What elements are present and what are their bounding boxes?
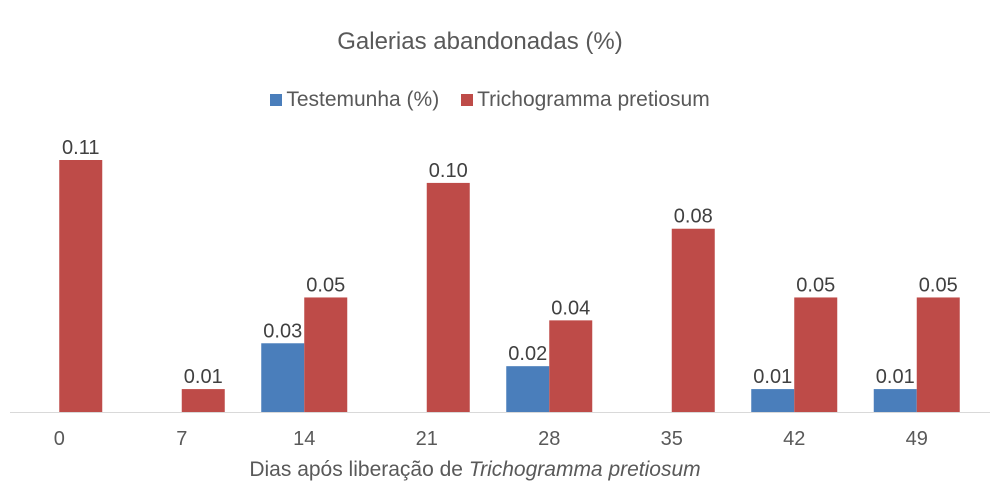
bar-testemunha-14	[261, 343, 305, 412]
data-label-trichogramma-28: 0.04	[551, 297, 590, 319]
x-tick-label-49: 49	[906, 428, 928, 450]
data-label-trichogramma-14: 0.05	[306, 274, 345, 296]
legend-item-testemunha: Testemunha (%)	[270, 88, 439, 112]
x-tick-label-42: 42	[783, 428, 805, 450]
data-label-trichogramma-49: 0.05	[919, 274, 958, 296]
x-axis-title-prefix: Dias após liberação de	[249, 458, 469, 481]
data-label-trichogramma-42: 0.05	[796, 274, 835, 296]
bar-trichogramma-21	[426, 182, 470, 412]
x-tick-label-28: 28	[538, 428, 560, 450]
x-tick-label-21: 21	[416, 428, 438, 450]
legend-swatch-testemunha	[270, 94, 283, 106]
data-label-trichogramma-7: 0.01	[184, 366, 223, 388]
data-label-testemunha-28: 0.02	[508, 343, 547, 365]
bar-trichogramma-0	[59, 160, 103, 412]
legend-label-testemunha: Testemunha (%)	[286, 88, 440, 111]
legend-label-trichogramma: Trichogramma pretiosum	[477, 88, 710, 111]
bar-testemunha-28	[506, 366, 550, 412]
data-label-trichogramma-21: 0.10	[429, 160, 468, 182]
data-label-trichogramma-0: 0.11	[62, 137, 99, 159]
bar-trichogramma-42	[794, 297, 838, 412]
data-label-testemunha-49: 0.01	[876, 366, 915, 388]
bar-trichogramma-7	[181, 389, 225, 412]
x-axis-title-species: Trichogramma pretiosum	[468, 458, 701, 481]
chart-legend: Testemunha (%) Trichogramma pretiosum	[0, 88, 980, 112]
x-tick-label-7: 7	[176, 428, 187, 450]
bar-testemunha-42	[751, 389, 795, 412]
bar-trichogramma-35	[671, 228, 715, 412]
x-axis-title: Dias após liberação de Trichogramma pret…	[0, 458, 950, 482]
x-tick-label-0: 0	[54, 428, 65, 450]
bar-trichogramma-28	[549, 320, 593, 412]
legend-item-trichogramma: Trichogramma pretiosum	[461, 88, 710, 112]
x-tick-label-35: 35	[661, 428, 683, 450]
data-label-testemunha-42: 0.01	[753, 366, 792, 388]
legend-swatch-trichogramma	[461, 94, 474, 106]
bar-testemunha-49	[873, 389, 917, 412]
chart-title: Galerias abandonadas (%)	[337, 28, 623, 55]
data-label-testemunha-14: 0.03	[263, 320, 302, 342]
x-tick-label-14: 14	[293, 428, 315, 450]
bar-trichogramma-14	[304, 297, 348, 412]
data-label-trichogramma-35: 0.08	[674, 206, 713, 228]
bar-trichogramma-49	[916, 297, 960, 412]
